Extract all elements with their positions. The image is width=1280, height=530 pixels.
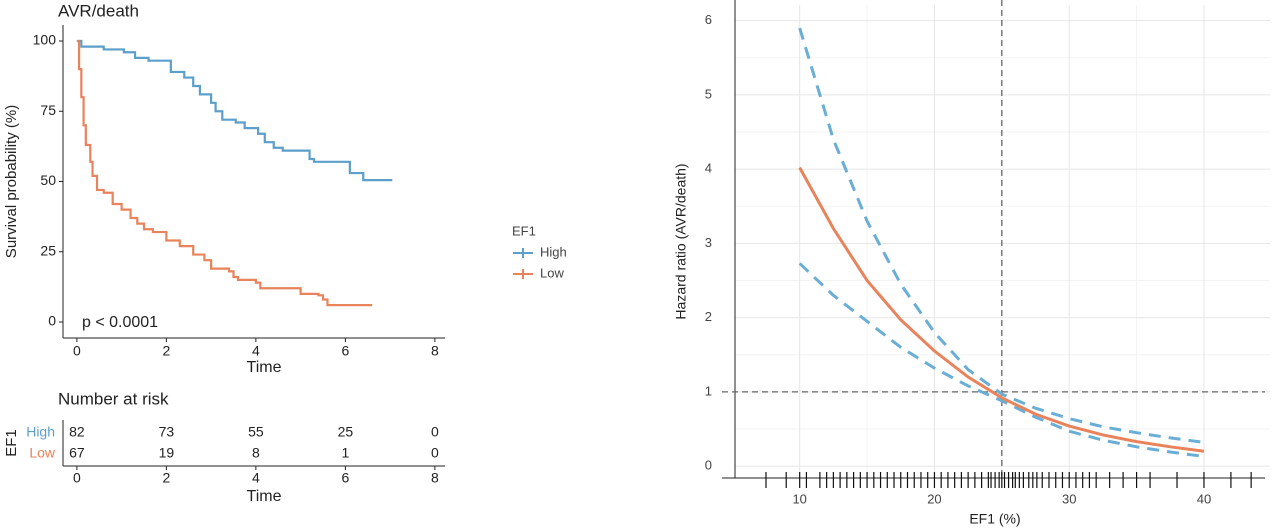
y-tick-label: 2: [705, 309, 712, 324]
x-tick-label: 8: [431, 470, 439, 486]
y-tick-label: 3: [705, 235, 712, 250]
risk-count: 0: [431, 445, 439, 461]
survival-curve: [76, 39, 373, 307]
risk-count: 67: [69, 445, 85, 461]
table-title: Number at risk: [58, 389, 169, 408]
risk-count: 73: [159, 424, 175, 440]
y-tick-label: 0: [705, 458, 712, 473]
x-tick-label: 2: [162, 470, 170, 486]
hazard-curve: [798, 166, 1205, 453]
x-tick-label: 20: [927, 491, 941, 506]
risk-count: 19: [159, 445, 175, 461]
x-tick-label: 2: [162, 343, 170, 359]
legend-title: EF1: [512, 223, 536, 238]
risk-count: 82: [69, 424, 85, 440]
y-tick-label: 100: [33, 32, 57, 48]
risk-count: 0: [431, 424, 439, 440]
x-tick-label: 0: [73, 343, 81, 359]
x-tick-label: 0: [73, 470, 81, 486]
x-tick-label: 8: [431, 343, 439, 359]
x-tick-label: 4: [252, 343, 260, 359]
annotation: p < 0.0001: [82, 314, 158, 331]
ci-curve: [798, 262, 1205, 458]
risk-count: 8: [252, 445, 260, 461]
x-tick-label: 40: [1197, 491, 1211, 506]
x-tick-label: 4: [252, 470, 260, 486]
risk-count: 1: [341, 445, 349, 461]
y-axis-label: Hazard ratio (AVR/death): [673, 163, 689, 319]
risk-count: 25: [338, 424, 354, 440]
x-axis-label: EF1 (%): [969, 511, 1020, 527]
survival-curve: [76, 39, 393, 182]
y-axis-label: EF1: [3, 429, 20, 457]
y-tick-label: 50: [40, 172, 56, 188]
y-axis-label: Survival probability (%): [3, 105, 20, 258]
risk-count: 55: [248, 424, 264, 440]
y-tick-label: 5: [705, 86, 712, 101]
chart-title: AVR/death: [58, 1, 139, 20]
y-tick-label: 75: [40, 102, 56, 118]
row-label: High: [26, 424, 55, 440]
y-tick-label: 25: [40, 242, 56, 258]
x-tick-label: 6: [341, 343, 349, 359]
y-tick-label: 0: [48, 313, 56, 329]
x-tick-label: 6: [341, 470, 349, 486]
y-tick-label: 4: [705, 161, 712, 176]
y-tick-label: 1: [705, 383, 712, 398]
row-label: Low: [29, 445, 56, 461]
x-tick-label: 10: [792, 491, 806, 506]
x-axis-label: Time: [247, 488, 282, 505]
legend-label: Low: [540, 265, 564, 280]
y-tick-label: 6: [705, 12, 712, 27]
x-tick-label: 30: [1062, 491, 1076, 506]
legend-label: High: [540, 244, 567, 259]
x-axis-label: Time: [247, 359, 282, 376]
ci-curve: [798, 27, 1205, 444]
